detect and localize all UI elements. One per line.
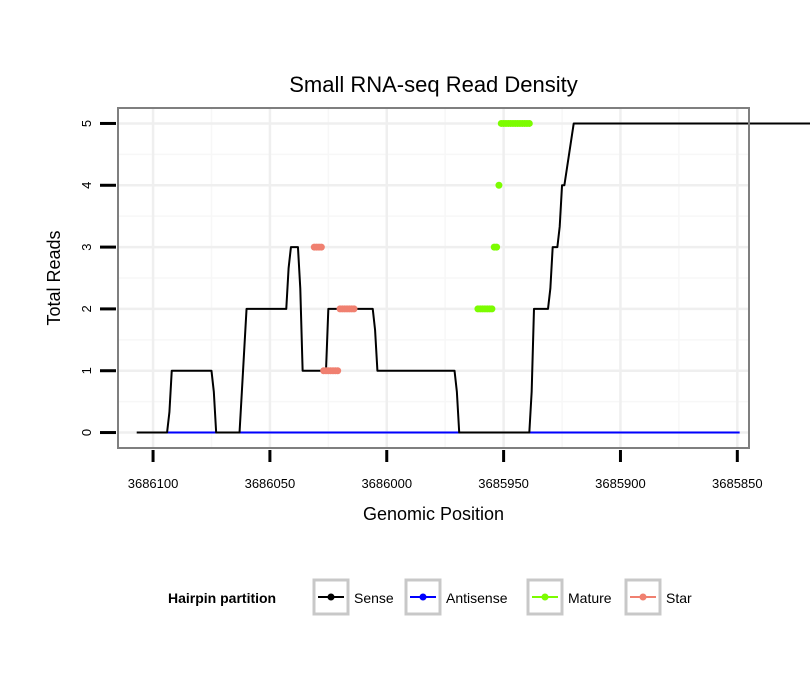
legend-point-sense [327, 593, 335, 601]
data-point-star [334, 367, 342, 375]
data-point-mature [495, 181, 503, 189]
y-axis-title: Total Reads [44, 230, 64, 325]
series-layer [136, 119, 810, 434]
series-star [310, 243, 358, 375]
legend-point-antisense [419, 593, 427, 601]
gridlines [118, 108, 749, 448]
y-tick-label: 3 [79, 243, 94, 250]
x-tick-label: 3685900 [595, 476, 646, 491]
y-tick-label: 4 [79, 182, 94, 189]
x-tick-label: 3686000 [361, 476, 412, 491]
x-tick-label: 3685850 [712, 476, 763, 491]
x-tick-label: 3686100 [128, 476, 179, 491]
legend-item-antisense: Antisense [404, 578, 508, 616]
series-mature [474, 119, 533, 313]
data-point-mature [493, 243, 501, 251]
x-axis-title: Genomic Position [363, 504, 504, 524]
legend-point-mature [541, 593, 549, 601]
legend-item-star: Star [624, 578, 692, 616]
legend-title: Hairpin partition [168, 590, 276, 606]
x-tick-label: 3686050 [245, 476, 296, 491]
legend-label-antisense: Antisense [446, 590, 508, 606]
legend-label-mature: Mature [568, 590, 612, 606]
chart-title: Small RNA-seq Read Density [289, 72, 578, 97]
legend: Hairpin partition Sense Antisense Mature St… [168, 578, 692, 616]
x-tick-label: 3685950 [478, 476, 529, 491]
data-point-mature [525, 119, 533, 127]
series-sense [136, 122, 810, 434]
y-tick-label: 2 [79, 305, 94, 312]
legend-item-sense: Sense [312, 578, 394, 616]
legend-label-star: Star [666, 590, 692, 606]
y-tick-label: 0 [79, 429, 94, 436]
data-point-star [317, 243, 325, 251]
series-line-sense [136, 122, 810, 434]
data-point-star [350, 305, 358, 313]
y-tick-label: 5 [79, 120, 94, 127]
legend-point-star [639, 593, 647, 601]
legend-label-sense: Sense [354, 590, 394, 606]
plot-border [117, 107, 750, 449]
y-tick-label: 1 [79, 367, 94, 374]
data-point-mature [488, 305, 496, 313]
axes: 3686100 3686050 3686000 3685950 3685900 36858… [79, 107, 763, 491]
legend-item-mature: Mature [526, 578, 612, 616]
